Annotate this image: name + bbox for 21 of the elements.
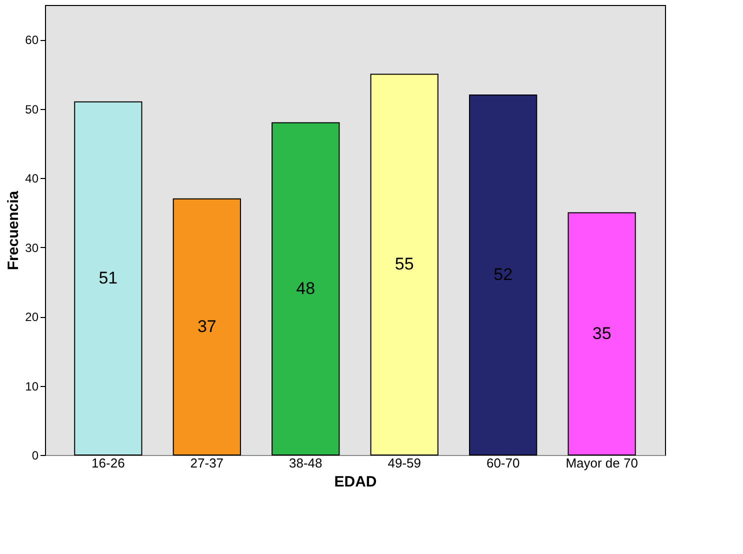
y-axis-title: Frecuencia xyxy=(5,190,22,270)
data-label: 48 xyxy=(296,278,316,298)
x-tick-label: 16-26 xyxy=(92,456,125,470)
x-axis-title: EDAD xyxy=(334,474,377,490)
y-tick-label: 0 xyxy=(32,448,39,462)
x-tick-label: Mayor de 70 xyxy=(566,456,638,470)
x-tick-label: 49-59 xyxy=(388,456,421,470)
data-label: 51 xyxy=(98,268,118,288)
y-tick-label: 30 xyxy=(25,240,39,255)
y-tick-label: 60 xyxy=(25,33,39,48)
y-tick-label: 10 xyxy=(25,379,39,394)
x-tick-label: 27-37 xyxy=(190,456,224,470)
data-label: 52 xyxy=(494,265,513,284)
data-label: 37 xyxy=(197,316,216,336)
y-tick-label: 40 xyxy=(25,172,39,186)
x-tick-label: 60-70 xyxy=(486,456,520,470)
y-tick-label: 50 xyxy=(25,102,39,116)
data-label: 35 xyxy=(592,324,612,343)
data-label: 55 xyxy=(394,254,414,274)
x-tick-label: 38-48 xyxy=(289,456,322,470)
y-tick-label: 20 xyxy=(25,310,39,324)
